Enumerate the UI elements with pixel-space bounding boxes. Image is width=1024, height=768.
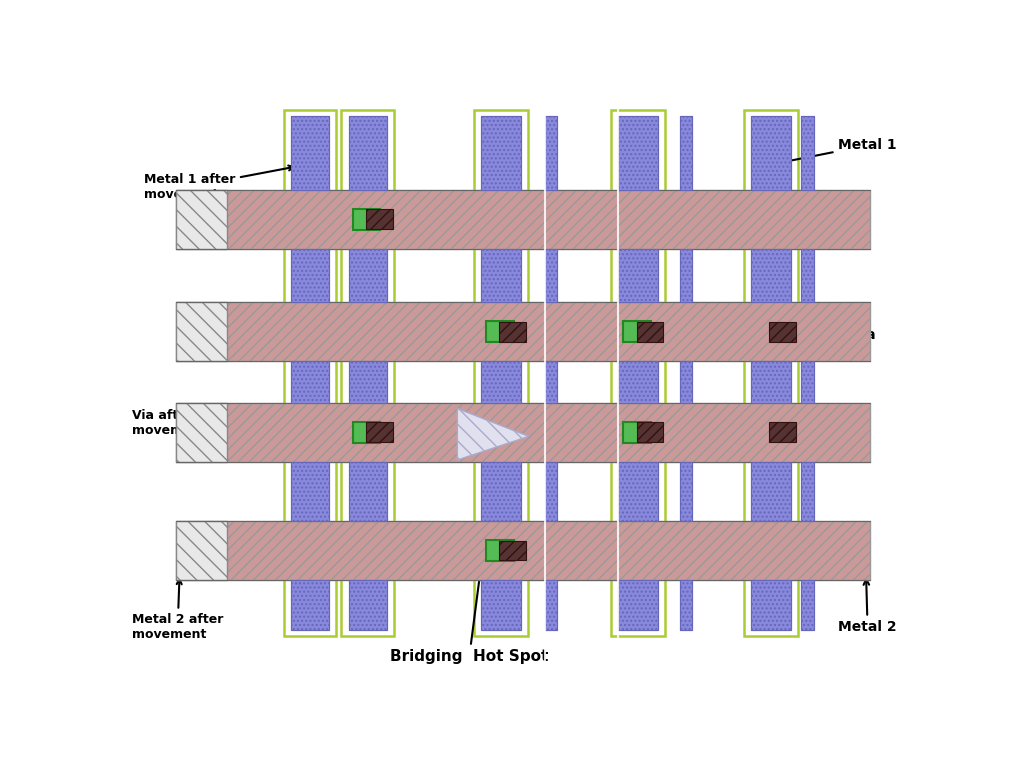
Bar <box>751 249 791 302</box>
Bar <box>348 116 387 631</box>
Bar <box>751 361 791 402</box>
Bar <box>348 116 387 190</box>
Bar <box>291 361 329 402</box>
Bar <box>611 110 666 636</box>
Bar <box>545 116 557 190</box>
Bar <box>176 521 227 580</box>
Bar <box>801 249 814 302</box>
Bar <box>291 249 329 302</box>
Bar <box>801 462 814 521</box>
Bar <box>352 209 380 230</box>
Bar <box>680 249 692 302</box>
Bar <box>481 580 521 631</box>
Bar <box>751 116 791 190</box>
Bar <box>545 361 557 402</box>
Bar <box>500 322 526 342</box>
Bar <box>618 116 658 631</box>
Bar <box>291 116 329 631</box>
Bar <box>176 521 870 580</box>
Bar <box>751 580 791 631</box>
Bar <box>751 116 791 631</box>
Bar <box>348 462 387 521</box>
Bar <box>348 580 387 631</box>
Text: Bridging  Hot Spot: Bridging Hot Spot <box>390 467 549 664</box>
Bar <box>291 580 329 631</box>
Bar <box>680 462 692 521</box>
Text: Metal 1 after
movement: Metal 1 after movement <box>143 166 294 200</box>
Bar <box>348 249 387 302</box>
Bar <box>545 116 557 631</box>
Bar <box>769 322 796 342</box>
Bar <box>341 110 394 636</box>
Bar <box>481 361 521 402</box>
Bar <box>801 116 814 190</box>
Bar <box>618 361 658 402</box>
Bar <box>291 116 329 190</box>
Bar <box>637 322 664 342</box>
Bar <box>500 541 526 561</box>
Bar <box>743 110 798 636</box>
Bar <box>618 116 658 190</box>
Bar <box>624 321 651 342</box>
Text: Via after
movement: Via after movement <box>132 409 349 437</box>
Bar <box>481 116 521 631</box>
Bar <box>801 580 814 631</box>
Bar <box>481 116 521 190</box>
Bar <box>481 249 521 302</box>
Text: Metal 2 after
movement: Metal 2 after movement <box>132 579 223 641</box>
Polygon shape <box>458 409 528 460</box>
Bar <box>486 321 514 342</box>
Bar <box>680 580 692 631</box>
Text: Metal 2: Metal 2 <box>839 579 897 634</box>
Bar <box>545 462 557 521</box>
Bar <box>637 422 664 442</box>
Bar <box>176 190 870 249</box>
Bar <box>176 302 227 361</box>
Bar <box>680 116 692 190</box>
Bar <box>291 462 329 521</box>
Bar <box>545 249 557 302</box>
Bar <box>367 210 392 229</box>
Bar <box>751 462 791 521</box>
Bar <box>176 402 870 462</box>
Bar <box>176 190 227 249</box>
Bar <box>801 361 814 402</box>
Bar <box>624 422 651 442</box>
Bar <box>618 580 658 631</box>
Bar <box>367 422 392 442</box>
Bar <box>348 361 387 402</box>
Bar <box>801 116 814 631</box>
Bar <box>284 110 336 636</box>
Bar <box>769 422 796 442</box>
Text: Metal 1: Metal 1 <box>768 138 897 167</box>
Bar <box>680 361 692 402</box>
Bar <box>545 580 557 631</box>
Text: Via: Via <box>796 328 877 342</box>
Bar <box>176 402 227 462</box>
Bar <box>680 116 692 631</box>
Bar <box>481 462 521 521</box>
Bar <box>618 249 658 302</box>
Bar <box>618 462 658 521</box>
Bar <box>486 540 514 561</box>
Bar <box>176 302 870 361</box>
Bar <box>474 110 528 636</box>
Bar <box>352 422 380 442</box>
